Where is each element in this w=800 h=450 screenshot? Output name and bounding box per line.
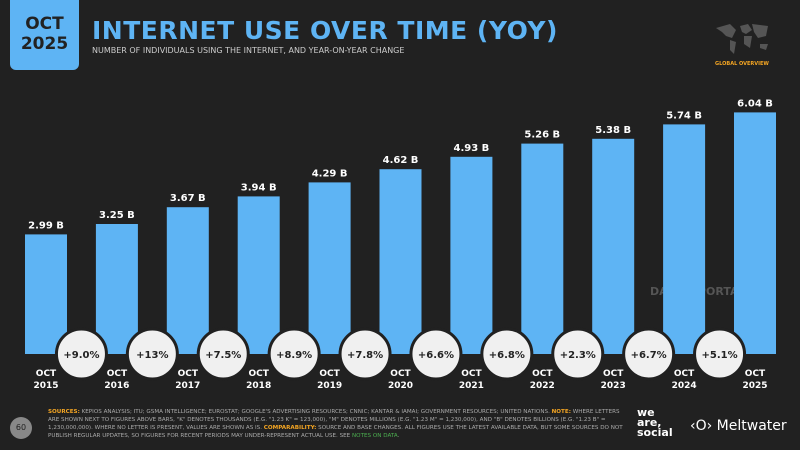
yoy-circle [196,327,250,381]
yoy-label: +2.3% [560,350,596,361]
bar [95,224,138,354]
value-label: 5.74 B [666,110,702,121]
x-tick-label: 2022 [530,381,555,391]
bar [237,196,280,354]
value-label: 3.67 B [170,193,206,204]
yoy-circle [480,327,534,381]
x-tick-label: 2017 [175,381,200,391]
yoy-label: +13% [136,350,168,361]
date-month: OCT [25,14,64,34]
yoy-label: +9.0% [63,350,99,361]
yoy-label: +7.5% [205,350,241,361]
yoy-circle [409,327,463,381]
footer-end: . [397,433,400,439]
value-label: 3.25 B [99,210,135,221]
footer-notes: SOURCES: KEPIOS ANALYSIS; ITU; GSMA INTE… [48,408,628,440]
value-label: 6.04 B [737,98,773,109]
global-overview-badge: GLOBAL OVERVIEW [715,61,769,67]
value-label: 2.99 B [28,220,64,231]
x-tick-label: OCT [532,369,553,379]
yoy-circle [54,327,108,381]
x-tick-label: 2020 [388,381,413,391]
date-year: 2025 [20,34,69,54]
x-tick-label: OCT [461,369,482,379]
we-are-social-logo: we are, social [637,406,673,439]
x-tick-label: OCT [36,369,57,379]
yoy-circle [338,327,392,381]
page-title: INTERNET USE OVER TIME (YOY) [92,16,558,45]
x-tick-label: 2019 [317,381,342,391]
yoy-label: +6.7% [631,350,667,361]
bar [25,234,67,354]
value-label: 5.26 B [524,130,560,141]
yoy-circle [693,327,747,381]
x-tick-label: 2016 [104,381,129,391]
yoy-label: +7.8% [347,350,383,361]
x-tick-label: OCT [390,369,411,379]
page-number: 60 [10,417,32,439]
bar [379,169,422,354]
x-tick-label: OCT [603,369,624,379]
x-tick-label: OCT [674,369,695,379]
value-label: 4.93 B [454,143,490,154]
bar [166,207,209,354]
x-tick-label: 2024 [672,381,697,391]
value-label: 4.62 B [383,155,419,166]
value-label: 3.94 B [241,182,277,193]
x-tick-label: OCT [745,369,766,379]
value-label: 5.38 B [595,125,631,136]
x-tick-label: OCT [178,369,199,379]
x-tick-label: OCT [319,369,340,379]
x-tick-label: 2021 [459,381,484,391]
world-map-icon [716,24,768,54]
bar [308,182,351,354]
meltwater-logo: ‹O› Meltwater [690,418,787,434]
bar [734,112,776,355]
yoy-circle [622,327,676,381]
sources-label: SOURCES: [48,409,80,415]
note-label: NOTE: [551,409,571,415]
yoy-circle [125,327,179,381]
date-badge: OCT 2025 [10,0,79,70]
value-label: 4.29 B [312,168,348,179]
x-tick-label: 2023 [601,381,626,391]
yoy-circle [551,327,605,381]
yoy-label: +8.9% [276,350,312,361]
bar [592,138,635,354]
bar [663,124,706,355]
comparability-label: COMPARABILITY: [263,425,317,431]
yoy-label: +6.6% [418,350,454,361]
x-tick-label: 2018 [246,381,271,391]
bar [521,143,564,354]
note-text: WHERE LETTERS ARE SHOWN NEXT TO FIGURES … [48,409,620,431]
comparability-text: SOURCE AND BASE CHANGES. ALL FIGURES USE… [48,425,623,439]
yoy-label: +5.1% [701,350,737,361]
bar [450,156,493,354]
x-tick-label: 2025 [742,381,767,391]
yoy-label: +6.8% [489,350,525,361]
page-subtitle: NUMBER OF INDIVIDUALS USING THE INTERNET… [92,46,405,55]
yoy-circle [267,327,321,381]
x-tick-label: OCT [248,369,269,379]
sources-text: KEPIOS ANALYSIS; ITU; GSMA INTELLIGENCE;… [79,409,552,415]
notes-on-data-link[interactable]: NOTES ON DATA [352,433,398,439]
x-tick-label: 2015 [33,381,58,391]
x-tick-label: OCT [107,369,128,379]
meltwater-text: Meltwater [716,418,787,434]
